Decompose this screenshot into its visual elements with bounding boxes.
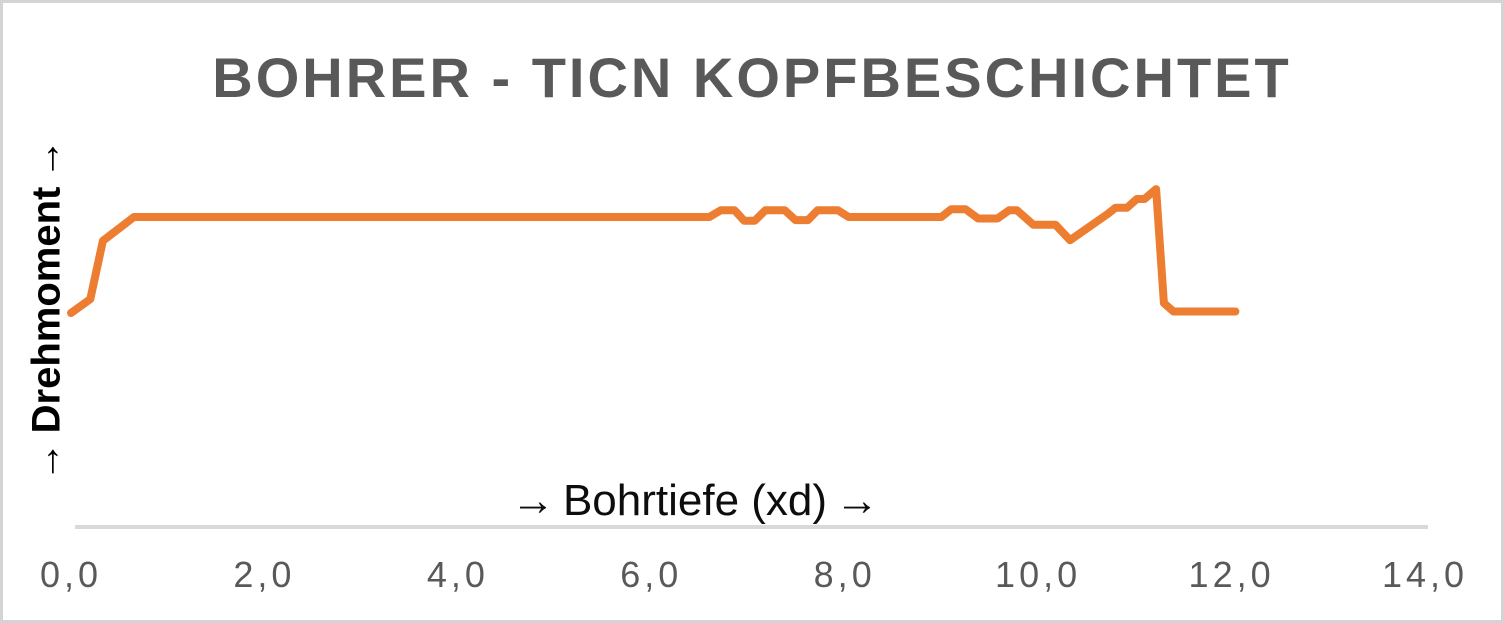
x-axis-title: → Bohrtiefe (xd) → <box>503 476 887 526</box>
right-arrow-icon: → <box>835 476 880 525</box>
x-axis-line <box>75 525 1428 529</box>
x-axis-label-text: Bohrtiefe (xd) <box>562 476 828 525</box>
plot-area <box>67 185 1240 317</box>
right-arrow-icon: → <box>510 476 555 525</box>
chart-title: BOHRER - TICN KOPFBESCHICHTET <box>212 46 1292 109</box>
torque-line-series <box>67 185 1240 317</box>
